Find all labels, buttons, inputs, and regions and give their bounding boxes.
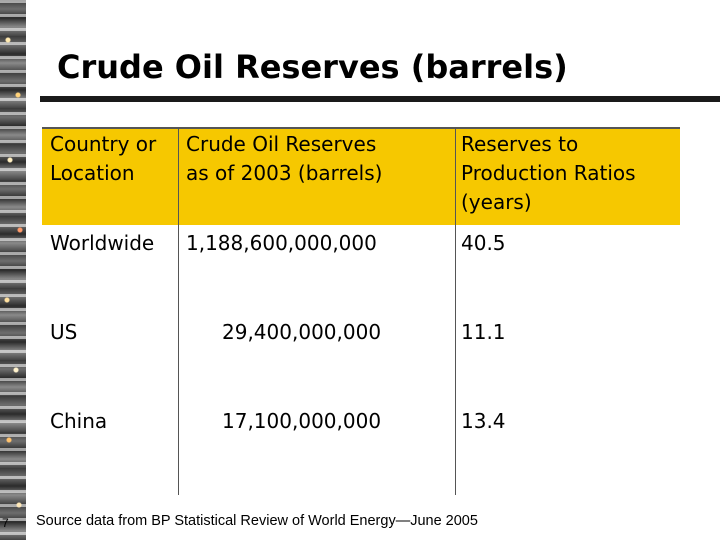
decorative-photo-strip [0, 0, 26, 540]
row-ratio: 11.1 [461, 320, 506, 344]
table-top-border [42, 127, 680, 129]
column-divider [178, 127, 179, 495]
source-footnote: Source data from BP Statistical Review o… [36, 513, 478, 529]
row-country: China [50, 409, 108, 433]
header-ratio: Reserves to Production Ratios (years) [461, 132, 636, 214]
row-reserves: 17,100,000,000 [222, 409, 382, 433]
row-ratio: 13.4 [461, 409, 506, 433]
decorative-lights [0, 0, 26, 540]
slide-number: 7 [2, 516, 9, 530]
row-reserves: 1,188,600,000,000 [186, 231, 377, 255]
header-reserves: Crude Oil Reserves as of 2003 (barrels) [186, 132, 383, 185]
column-divider [455, 127, 456, 495]
row-country: US [50, 320, 78, 344]
row-ratio: 40.5 [461, 231, 506, 255]
table-header-background [42, 127, 680, 225]
title-underline [40, 96, 720, 102]
header-country: Country or Location [50, 132, 157, 185]
reserves-table: Country or Location Crude Oil Reserves a… [42, 127, 680, 495]
row-reserves: 29,400,000,000 [222, 320, 382, 344]
row-country: Worldwide [50, 231, 155, 255]
slide-title: Crude Oil Reserves (barrels) [57, 48, 568, 86]
